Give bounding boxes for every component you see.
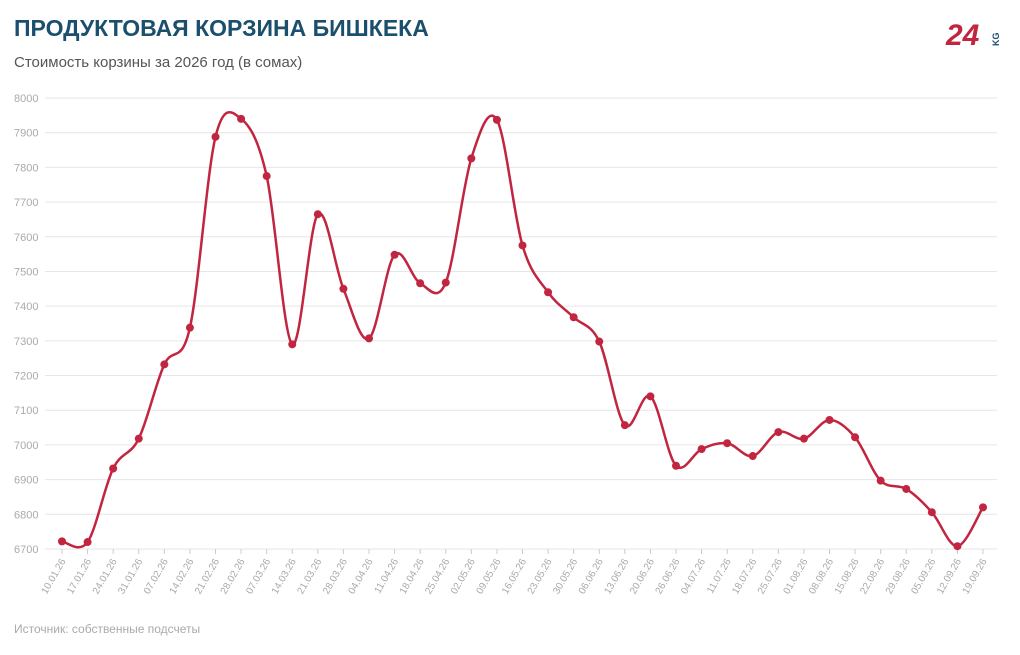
- point: [697, 445, 706, 454]
- y-tick-label: 6900: [14, 475, 38, 487]
- y-tick-label: 8000: [14, 93, 38, 105]
- point: [313, 210, 322, 219]
- point: [365, 334, 373, 343]
- y-tick-label: 6800: [14, 509, 38, 521]
- point: [518, 241, 527, 250]
- y-tick-label: 7100: [14, 405, 38, 417]
- y-tick-label: 7200: [14, 371, 38, 383]
- point: [339, 284, 348, 293]
- y-tick-label: 7500: [14, 266, 38, 278]
- y-tick-label: 6700: [14, 544, 38, 556]
- point: [237, 114, 246, 123]
- y-tick-label: 7000: [14, 440, 38, 452]
- point: [544, 288, 553, 297]
- point: [620, 421, 629, 430]
- point: [109, 464, 118, 473]
- line: [61, 111, 985, 549]
- point: [416, 279, 425, 288]
- y-tick-label: 7800: [14, 162, 38, 174]
- x-tick-label: 11.04.26: [373, 557, 402, 596]
- point: [160, 360, 169, 369]
- point: [288, 340, 297, 349]
- point: [902, 484, 911, 493]
- point: [646, 392, 655, 401]
- point: [748, 452, 757, 461]
- point: [569, 313, 578, 322]
- point: [799, 434, 808, 443]
- point: [134, 434, 143, 443]
- point: [774, 428, 783, 437]
- point: [185, 323, 194, 332]
- x-tick-label: 19.09.26: [961, 557, 990, 597]
- y-tick-label: 7300: [14, 336, 38, 348]
- point: [595, 337, 604, 346]
- point: [262, 172, 271, 181]
- logo: 24: [945, 19, 980, 52]
- point: [927, 508, 936, 517]
- point: [211, 132, 220, 141]
- y-tick-label: 7400: [14, 301, 38, 313]
- point: [672, 461, 680, 470]
- source: Источник: собственные подсчеты: [14, 622, 200, 636]
- point: [723, 439, 732, 448]
- point: [825, 415, 834, 424]
- point: [467, 154, 476, 163]
- point: [851, 433, 860, 442]
- y-tick-label: 7900: [14, 128, 38, 140]
- y-tick-label: 7600: [14, 232, 38, 244]
- chart-subtitle: Стоимость корзины за 2026 год (в сомах): [14, 54, 302, 71]
- point: [953, 542, 962, 551]
- logo-suffix: KG: [991, 33, 1001, 47]
- point: [390, 250, 399, 259]
- point: [58, 537, 66, 546]
- chart-title: ПРОДУКТОВАЯ КОРЗИНА БИШКЕКА: [14, 15, 429, 41]
- point: [492, 115, 501, 124]
- x-tick-label: 11.07.26: [705, 557, 734, 596]
- point: [441, 278, 450, 287]
- point: [876, 476, 885, 485]
- point: [979, 503, 987, 512]
- y-tick-label: 7700: [14, 197, 38, 209]
- point: [83, 538, 92, 547]
